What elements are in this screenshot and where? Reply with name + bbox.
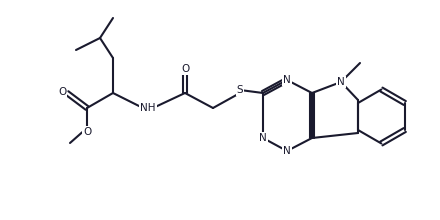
Text: S: S [237,85,243,95]
Text: N: N [283,146,291,156]
Text: O: O [181,64,189,74]
Text: NH: NH [140,103,156,113]
Text: N: N [337,77,345,87]
Text: O: O [83,127,91,137]
Text: N: N [259,133,267,143]
Text: S: S [237,85,243,95]
Text: S: S [237,85,243,95]
Text: N: N [283,75,291,85]
Text: O: O [58,87,66,97]
